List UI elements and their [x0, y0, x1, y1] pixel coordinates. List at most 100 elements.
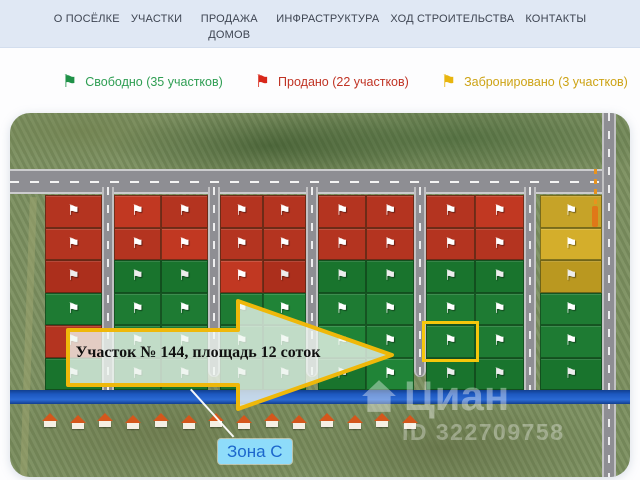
plot-free[interactable]: ⚑ [220, 357, 263, 390]
plot-sold[interactable]: ⚑ [366, 227, 414, 260]
nav-item[interactable]: О ПОСЁЛКЕ [53, 13, 120, 25]
plot-free[interactable]: ⚑ [220, 292, 263, 325]
flag-icon: ⚑ [444, 268, 457, 285]
flag-icon: ⚑ [278, 300, 291, 317]
flag-icon: ⚑ [335, 365, 349, 382]
plot-sold[interactable]: ⚑ [45, 260, 102, 293]
plots-legend: ⚑ Свободно (35 участков) ⚑ Продано (22 учас… [62, 62, 628, 102]
plot-sold[interactable]: ⚑ [426, 227, 475, 260]
flag-icon: ⚑ [131, 333, 144, 350]
flag-icon: ⚑ [383, 203, 397, 220]
plot-sold[interactable]: ⚑ [318, 195, 366, 228]
nav-item[interactable]: КОНТАКТЫ [525, 13, 587, 25]
plot-free[interactable]: ⚑ [318, 357, 366, 390]
plot-sold[interactable]: ⚑ [161, 195, 208, 228]
plot-sold[interactable]: ⚑ [114, 227, 161, 260]
plot-free[interactable]: ⚑ [426, 260, 475, 293]
plot-free[interactable]: ⚑ [475, 292, 524, 325]
plot-reserved[interactable]: ⚑ [540, 260, 602, 293]
plot-free[interactable]: ⚑ [114, 260, 161, 293]
plot-sold[interactable]: ⚑ [220, 227, 263, 260]
plot-sold[interactable]: ⚑ [475, 227, 524, 260]
entrance-dashed-line [594, 169, 597, 205]
plots-map[interactable]: ⚑ ⚑ ⚑ ⚑ ⚑ ⚑ ⚑ ⚑ ⚑ ⚑ ⚑ ⚑ ⚑ ⚑ ⚑ ⚑ ⚑ ⚑ ⚑ ⚑ ⚑ ⚑ ⚑ ⚑ ⚑ ⚑ ⚑ ⚑ ⚑ ⚑ ⚑ ⚑ ⚑ ⚑ ⚑ ⚑ ⚑ ⚑ ⚑ ⚑… [10, 113, 630, 477]
plot-sold[interactable]: ⚑ [220, 260, 263, 293]
plot-free[interactable]: ⚑ [366, 325, 414, 358]
flag-icon: ⚑ [278, 235, 291, 252]
plot-free[interactable]: ⚑ [114, 292, 161, 325]
flag-icon: ⚑ [278, 365, 291, 382]
flag-icon: ⚑ [67, 268, 80, 285]
plot-sold[interactable]: ⚑ [263, 227, 306, 260]
nav-item[interactable]: УЧАСТКИ [130, 13, 183, 25]
flag-icon: ⚑ [564, 203, 578, 220]
plot-sold[interactable]: ⚑ [475, 195, 524, 228]
plot-free[interactable]: ⚑ [318, 260, 366, 293]
flag-icon: ⚑ [131, 268, 144, 285]
flag-icon: ⚑ [278, 268, 291, 285]
nav-item[interactable]: ИНФРАСТРУКТУРА [276, 13, 380, 25]
plot-free[interactable]: ⚑ [263, 357, 306, 390]
flag-icon: ⚑ [444, 333, 457, 350]
plot-144-highlighted[interactable]: ⚑ [422, 321, 479, 362]
plot-free[interactable]: ⚑ [366, 357, 414, 390]
plot-free[interactable]: ⚑ [45, 357, 102, 390]
flag-icon: ⚑ [383, 333, 397, 350]
plot-free[interactable]: ⚑ [540, 325, 602, 358]
road-v4 [414, 187, 426, 377]
plot-free[interactable]: ⚑ [161, 357, 208, 390]
flag-icon: ⚑ [564, 365, 578, 382]
house-icon [291, 415, 308, 429]
flag-icon: ⚑ [67, 235, 80, 252]
plot-sold[interactable]: ⚑ [161, 227, 208, 260]
flag-icon: ⚑ [235, 365, 248, 382]
house-icon [235, 415, 252, 429]
plot-sold[interactable]: ⚑ [263, 195, 306, 228]
plot-free[interactable]: ⚑ [263, 292, 306, 325]
plot-sold[interactable]: ⚑ [45, 325, 102, 358]
plot-free[interactable]: ⚑ [540, 292, 602, 325]
flag-icon: ⚑ [235, 300, 248, 317]
top-nav-bar: О ПОСЁЛКЕ УЧАСТКИ ПРОДАЖА ДОМОВ ИНФРАСТРУКТ… [0, 0, 640, 48]
plot-sold[interactable]: ⚑ [45, 195, 102, 228]
plot-free[interactable]: ⚑ [540, 357, 602, 390]
flag-icon: ⚑ [444, 235, 457, 252]
plot-free[interactable]: ⚑ [114, 325, 161, 358]
plot-free[interactable]: ⚑ [318, 325, 366, 358]
flag-icon: ⚑ [67, 203, 80, 220]
nav-item[interactable]: ПРОДАЖА ДОМОВ [200, 13, 258, 41]
house-icon [125, 415, 142, 429]
plot-free[interactable]: ⚑ [475, 260, 524, 293]
plot-reserved[interactable]: ⚑ [540, 227, 602, 260]
road-v2 [208, 187, 220, 377]
plot-free[interactable]: ⚑ [318, 292, 366, 325]
plot-free[interactable]: ⚑ [475, 325, 524, 358]
flag-icon: ⚑ [444, 300, 457, 317]
plot-sold[interactable]: ⚑ [318, 227, 366, 260]
plot-sold[interactable]: ⚑ [45, 227, 102, 260]
nav-item[interactable]: ХОД СТРОИТЕЛЬСТВА [390, 13, 515, 25]
plot-sold[interactable]: ⚑ [220, 195, 263, 228]
plot-free[interactable]: ⚑ [366, 260, 414, 293]
plot-free[interactable]: ⚑ [114, 357, 161, 390]
plot-free[interactable]: ⚑ [161, 325, 208, 358]
plot-sold[interactable]: ⚑ [366, 195, 414, 228]
legend-label: Свободно (35 участков) [85, 75, 223, 89]
plot-sold[interactable]: ⚑ [114, 195, 161, 228]
plot-sold[interactable]: ⚑ [263, 260, 306, 293]
plot-free[interactable]: ⚑ [220, 325, 263, 358]
plot-free[interactable]: ⚑ [426, 357, 475, 390]
plot-free[interactable]: ⚑ [366, 292, 414, 325]
plot-free[interactable]: ⚑ [475, 357, 524, 390]
flag-icon: ⚑ [131, 365, 144, 382]
plot-free[interactable]: ⚑ [263, 325, 306, 358]
flag-icon: ⚑ [67, 333, 80, 350]
house-icon [319, 413, 335, 427]
plot-free[interactable]: ⚑ [426, 292, 475, 325]
plot-reserved[interactable]: ⚑ [540, 195, 602, 228]
plot-free[interactable]: ⚑ [161, 260, 208, 293]
road-v5 [524, 187, 536, 400]
plot-free[interactable]: ⚑ [45, 292, 102, 325]
plot-free[interactable]: ⚑ [161, 292, 208, 325]
plot-sold[interactable]: ⚑ [426, 195, 475, 228]
